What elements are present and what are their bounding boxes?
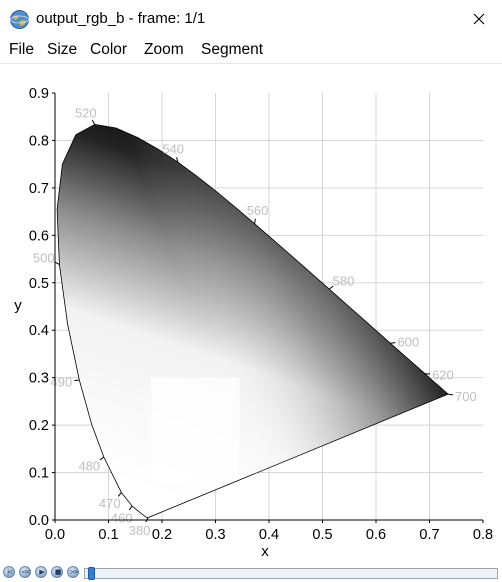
chromaticity-plot[interactable]: 380 460 470 480 490 500 520 540 560 580 600 620 700 0… — [0, 63, 502, 563]
chromaticity-gamut-shade — [57, 124, 449, 518]
wavelength-label-500: 500 — [33, 251, 55, 266]
title-bar: output_rgb_b - frame: 1/1 — [0, 0, 502, 38]
y-tick-label: 0.9 — [29, 86, 49, 102]
y-tick-label: 0.0 — [29, 513, 49, 529]
menu-size[interactable]: Size — [47, 41, 78, 58]
x-tick-label: 0.5 — [312, 527, 332, 543]
status-bar: |< << ▶ ■ >> — [0, 563, 502, 582]
close-icon — [473, 13, 485, 25]
wavelength-tick — [91, 119, 96, 125]
y-tick-label: 0.7 — [29, 181, 49, 197]
x-tick-label: 0.6 — [366, 527, 386, 543]
close-button[interactable] — [456, 0, 502, 38]
x-tick-label: 0.0 — [45, 527, 65, 543]
y-axis-label: y — [14, 297, 22, 314]
menu-bar: File Size Color Zoom Segment — [0, 38, 502, 64]
wavelength-tick — [176, 157, 179, 163]
wavelength-tick — [54, 261, 60, 265]
wavelength-label-520: 520 — [75, 105, 97, 120]
wavelength-label-480: 480 — [78, 458, 100, 473]
y-tick-label: 0.6 — [29, 228, 49, 244]
wavelength-label-560: 560 — [247, 203, 269, 218]
wavelength-label-540: 540 — [162, 142, 184, 157]
x-tick-label: 0.8 — [473, 527, 493, 543]
wavelength-label-600: 600 — [397, 335, 419, 350]
wavelength-tick — [117, 492, 122, 497]
wavelength-tick — [74, 379, 80, 382]
x-tick-label: 0.7 — [419, 527, 439, 543]
y-tick-label: 0.5 — [29, 276, 49, 292]
first-frame-icon[interactable]: |< — [3, 566, 15, 578]
wavelength-label-620: 620 — [432, 367, 454, 382]
wavelength-label-470: 470 — [99, 496, 121, 511]
y-tick-label: 0.1 — [29, 466, 49, 482]
frame-slider-thumb[interactable] — [88, 567, 95, 580]
wavelength-label-580: 580 — [333, 274, 355, 289]
wavelength-label-380: 380 — [129, 523, 151, 538]
wavelength-tick — [99, 456, 105, 461]
play-icon[interactable]: ▶ — [35, 566, 47, 578]
gamut-highlight-box — [151, 377, 240, 483]
wavelength-tick — [390, 342, 396, 344]
wavelength-label-700: 700 — [455, 389, 477, 404]
frame-slider[interactable] — [84, 567, 498, 580]
menu-color[interactable]: Color — [90, 41, 128, 58]
y-tick-label: 0.8 — [29, 133, 49, 149]
wavelength-label-460: 460 — [111, 510, 133, 525]
spectral-locus-outline — [56, 123, 449, 519]
menu-zoom[interactable]: Zoom — [144, 41, 184, 58]
x-tick-label: 0.3 — [205, 527, 225, 543]
menu-segment[interactable]: Segment — [201, 41, 264, 58]
prev-frame-icon[interactable]: << — [19, 566, 31, 578]
wavelength-tick — [447, 393, 454, 396]
last-frame-icon[interactable]: >> — [67, 566, 79, 578]
x-tick-label: 0.4 — [259, 527, 279, 543]
y-tick-label: 0.4 — [29, 323, 49, 339]
wavelength-label-490: 490 — [51, 375, 73, 390]
wavelength-tick — [254, 218, 256, 224]
x-tick-label: 0.1 — [98, 527, 118, 543]
y-tick-label: 0.2 — [29, 418, 49, 434]
x-axis-label: x — [261, 543, 269, 560]
window-title: output_rgb_b - frame: 1/1 — [36, 10, 206, 27]
x-tick-label: 0.2 — [152, 527, 172, 543]
y-tick-label: 0.3 — [29, 371, 49, 387]
app-globe-icon — [10, 10, 29, 29]
stop-icon[interactable]: ■ — [51, 566, 63, 578]
wavelength-tick — [328, 285, 334, 290]
menu-file[interactable]: File — [9, 41, 34, 58]
wavelength-tick — [128, 505, 133, 511]
